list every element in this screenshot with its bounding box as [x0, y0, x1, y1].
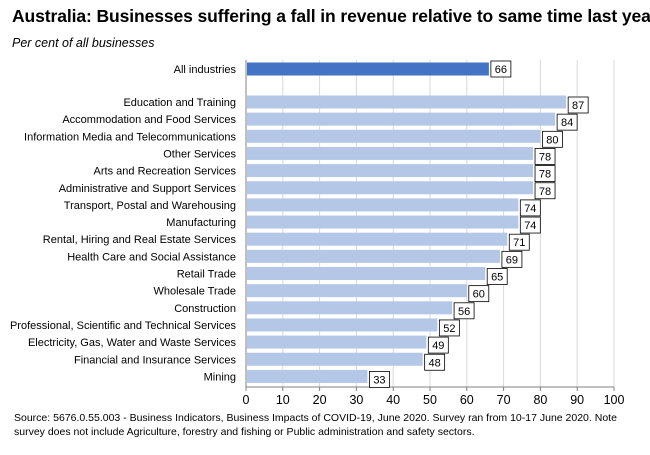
category-label: Rental, Hiring and Real Estate Services [43, 234, 237, 246]
data-label-box [519, 199, 541, 217]
bar [247, 301, 453, 315]
bar [247, 284, 467, 298]
x-tick-label: 60 [460, 393, 474, 407]
data-label-box [567, 96, 589, 114]
bar [247, 198, 519, 212]
category-label: Accommodation and Food Services [62, 114, 236, 126]
bar [247, 335, 427, 349]
data-label: 80 [546, 134, 558, 146]
chart-subtitle: Per cent of all businesses [12, 36, 155, 50]
x-tick-label: 40 [386, 393, 400, 407]
data-label-box [369, 370, 390, 388]
category-label: Administrative and Support Services [59, 183, 237, 195]
data-label-box [468, 285, 490, 303]
category-label: Financial and Insurance Services [74, 354, 237, 366]
category-label: Manufacturing [166, 217, 236, 229]
x-tick-label: 100 [604, 393, 625, 407]
x-tick-label: 90 [570, 393, 584, 407]
data-label: 49 [432, 340, 444, 352]
bar [247, 164, 534, 178]
x-tick-label: 80 [533, 393, 547, 407]
x-tick-label: 0 [243, 393, 250, 407]
category-label: All industries [174, 64, 237, 76]
data-label: 66 [495, 64, 507, 76]
bar [247, 181, 534, 195]
data-label: 60 [473, 289, 485, 301]
data-label: 71 [513, 237, 525, 249]
category-label: Information Media and Telecommunications [24, 131, 236, 143]
category-labels: All industries Education and Training Acco… [10, 64, 237, 383]
data-label: 84 [561, 117, 573, 129]
bar [247, 352, 423, 366]
data-label: 65 [491, 272, 503, 284]
data-label: 78 [539, 151, 551, 163]
bar [247, 249, 500, 263]
data-label-box [508, 233, 530, 251]
bar [247, 318, 438, 332]
bar [247, 112, 556, 126]
bar [247, 95, 567, 109]
x-tick-label: 70 [497, 393, 511, 407]
data-label: 74 [524, 220, 536, 232]
data-label: 48 [429, 357, 441, 369]
bar-chart: All industries Education and Training Acco… [10, 60, 625, 407]
data-label: 33 [373, 374, 385, 386]
bars [247, 62, 567, 383]
data-label-box [490, 60, 512, 78]
data-label-box [534, 165, 556, 183]
category-label: Transport, Postal and Warehousing [64, 200, 236, 212]
data-label-box [438, 319, 460, 337]
category-label: Other Services [163, 148, 236, 160]
data-label: 78 [539, 186, 551, 198]
bar [247, 267, 486, 280]
source-note: Source: 5676.0.55.003 - Business Indicat… [14, 412, 617, 438]
x-tick-label: 20 [313, 393, 327, 407]
x-tick-label: 10 [276, 393, 290, 407]
data-label: 74 [524, 203, 536, 215]
category-label: Education and Training [123, 97, 236, 109]
x-tick-labels: 0 10 20 30 40 50 60 70 80 90 100 [243, 393, 625, 407]
axes [245, 60, 615, 391]
x-tick-label: 50 [423, 393, 437, 407]
bar [247, 146, 534, 160]
data-label: 78 [539, 169, 551, 181]
data-label-box [534, 182, 556, 200]
data-label-box [424, 353, 446, 371]
data-label-box [501, 250, 523, 268]
category-label: Arts and Recreation Services [94, 166, 237, 178]
x-tick-label: 30 [349, 393, 363, 407]
bar [247, 369, 368, 383]
data-label: 52 [443, 323, 455, 335]
category-label: Electricity, Gas, Water and Waste Servic… [28, 337, 237, 349]
data-label-box [519, 216, 541, 234]
data-label-box [556, 113, 578, 131]
category-label: Professional, Scientific and Technical S… [10, 320, 237, 332]
bar [247, 129, 541, 143]
data-label: 56 [458, 306, 470, 318]
category-label: Construction [174, 303, 236, 315]
data-label-box [542, 130, 563, 148]
data-label-box [427, 336, 449, 354]
category-label: Health Care and Social Assistance [67, 251, 236, 263]
data-label-box [486, 268, 508, 285]
category-label: Wholesale Trade [153, 286, 236, 298]
bar [247, 232, 508, 246]
data-label: 87 [572, 100, 584, 112]
category-label: Mining [204, 371, 236, 383]
chart-title: Australia: Businesses suffering a fall i… [12, 6, 650, 26]
bar [247, 215, 519, 229]
bar [247, 62, 489, 76]
category-label: Retail Trade [177, 269, 236, 281]
data-label: 69 [506, 254, 518, 266]
data-label-box [453, 302, 475, 320]
data-label-box [534, 148, 556, 165]
